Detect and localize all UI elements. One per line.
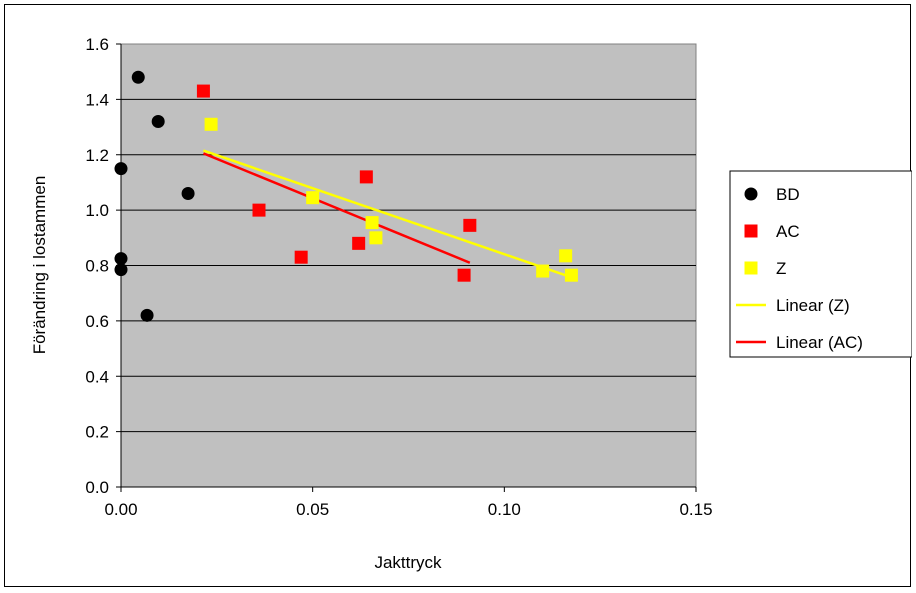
data-point [196, 84, 210, 98]
legend-label: BD [776, 185, 800, 204]
trendline [203, 149, 574, 280]
y-tick-label: 1.0 [85, 201, 109, 220]
data-point [114, 263, 128, 277]
legend-label: Linear (Z) [776, 296, 850, 315]
legend-box [729, 170, 913, 358]
y-tick-label: 1.6 [85, 35, 109, 54]
data-point [114, 252, 128, 266]
legend-marker [744, 187, 758, 201]
x-axis-title: Jakttryck [374, 553, 442, 572]
data-point [151, 115, 165, 129]
data-point [114, 162, 128, 176]
y-tick-label: 1.2 [85, 146, 109, 165]
data-points [114, 70, 578, 322]
y-tick-label: 0.0 [85, 478, 109, 497]
data-point [204, 117, 218, 131]
data-point [359, 170, 373, 184]
trendlines [202, 149, 574, 280]
y-tick-label: 0.6 [85, 312, 109, 331]
data-point [140, 308, 154, 322]
tick-labels: 0.0 0.2 0.4 0.6 0.8 1.0 1.2 1.4 1.6 0.00 0.05 0.10 0… [85, 35, 712, 519]
data-point [457, 268, 471, 282]
gridlines [121, 98, 696, 433]
legend-marker [744, 224, 758, 238]
x-tick-label: 0.05 [296, 500, 329, 519]
data-point [365, 216, 379, 230]
data-point [306, 191, 320, 205]
data-point [463, 218, 477, 232]
data-point [181, 187, 195, 201]
x-tick-label: 0.15 [679, 500, 712, 519]
legend: BD AC Z Linear (Z) Linear (AC) [729, 170, 913, 358]
y-tick-label: 1.4 [85, 90, 109, 109]
x-tick-label: 0.00 [104, 500, 137, 519]
data-point [369, 231, 383, 245]
x-tick-label: 0.10 [488, 500, 521, 519]
y-tick-label: 0.8 [85, 257, 109, 276]
data-point [564, 268, 578, 282]
data-point [252, 203, 266, 217]
legend-label: Linear (AC) [776, 333, 863, 352]
legend-label: Z [776, 259, 786, 278]
legend-marker [744, 261, 758, 275]
data-point [559, 249, 573, 263]
y-tick-label: 0.2 [85, 423, 109, 442]
trendline [202, 152, 471, 264]
y-tick-label: 0.4 [85, 367, 109, 386]
chart-area: 0.0 0.2 0.4 0.6 0.8 1.0 1.2 1.4 1.6 0.00 0.05 0.10 0… [4, 4, 913, 587]
data-point [131, 70, 145, 84]
legend-label: AC [776, 222, 800, 241]
data-point [294, 250, 308, 264]
data-point [536, 264, 550, 278]
data-point [352, 236, 366, 250]
scatter-chart: 0.0 0.2 0.4 0.6 0.8 1.0 1.2 1.4 1.6 0.00 0.05 0.10 0… [30, 35, 913, 572]
y-axis-title: Förändring i lostammen [30, 176, 49, 355]
